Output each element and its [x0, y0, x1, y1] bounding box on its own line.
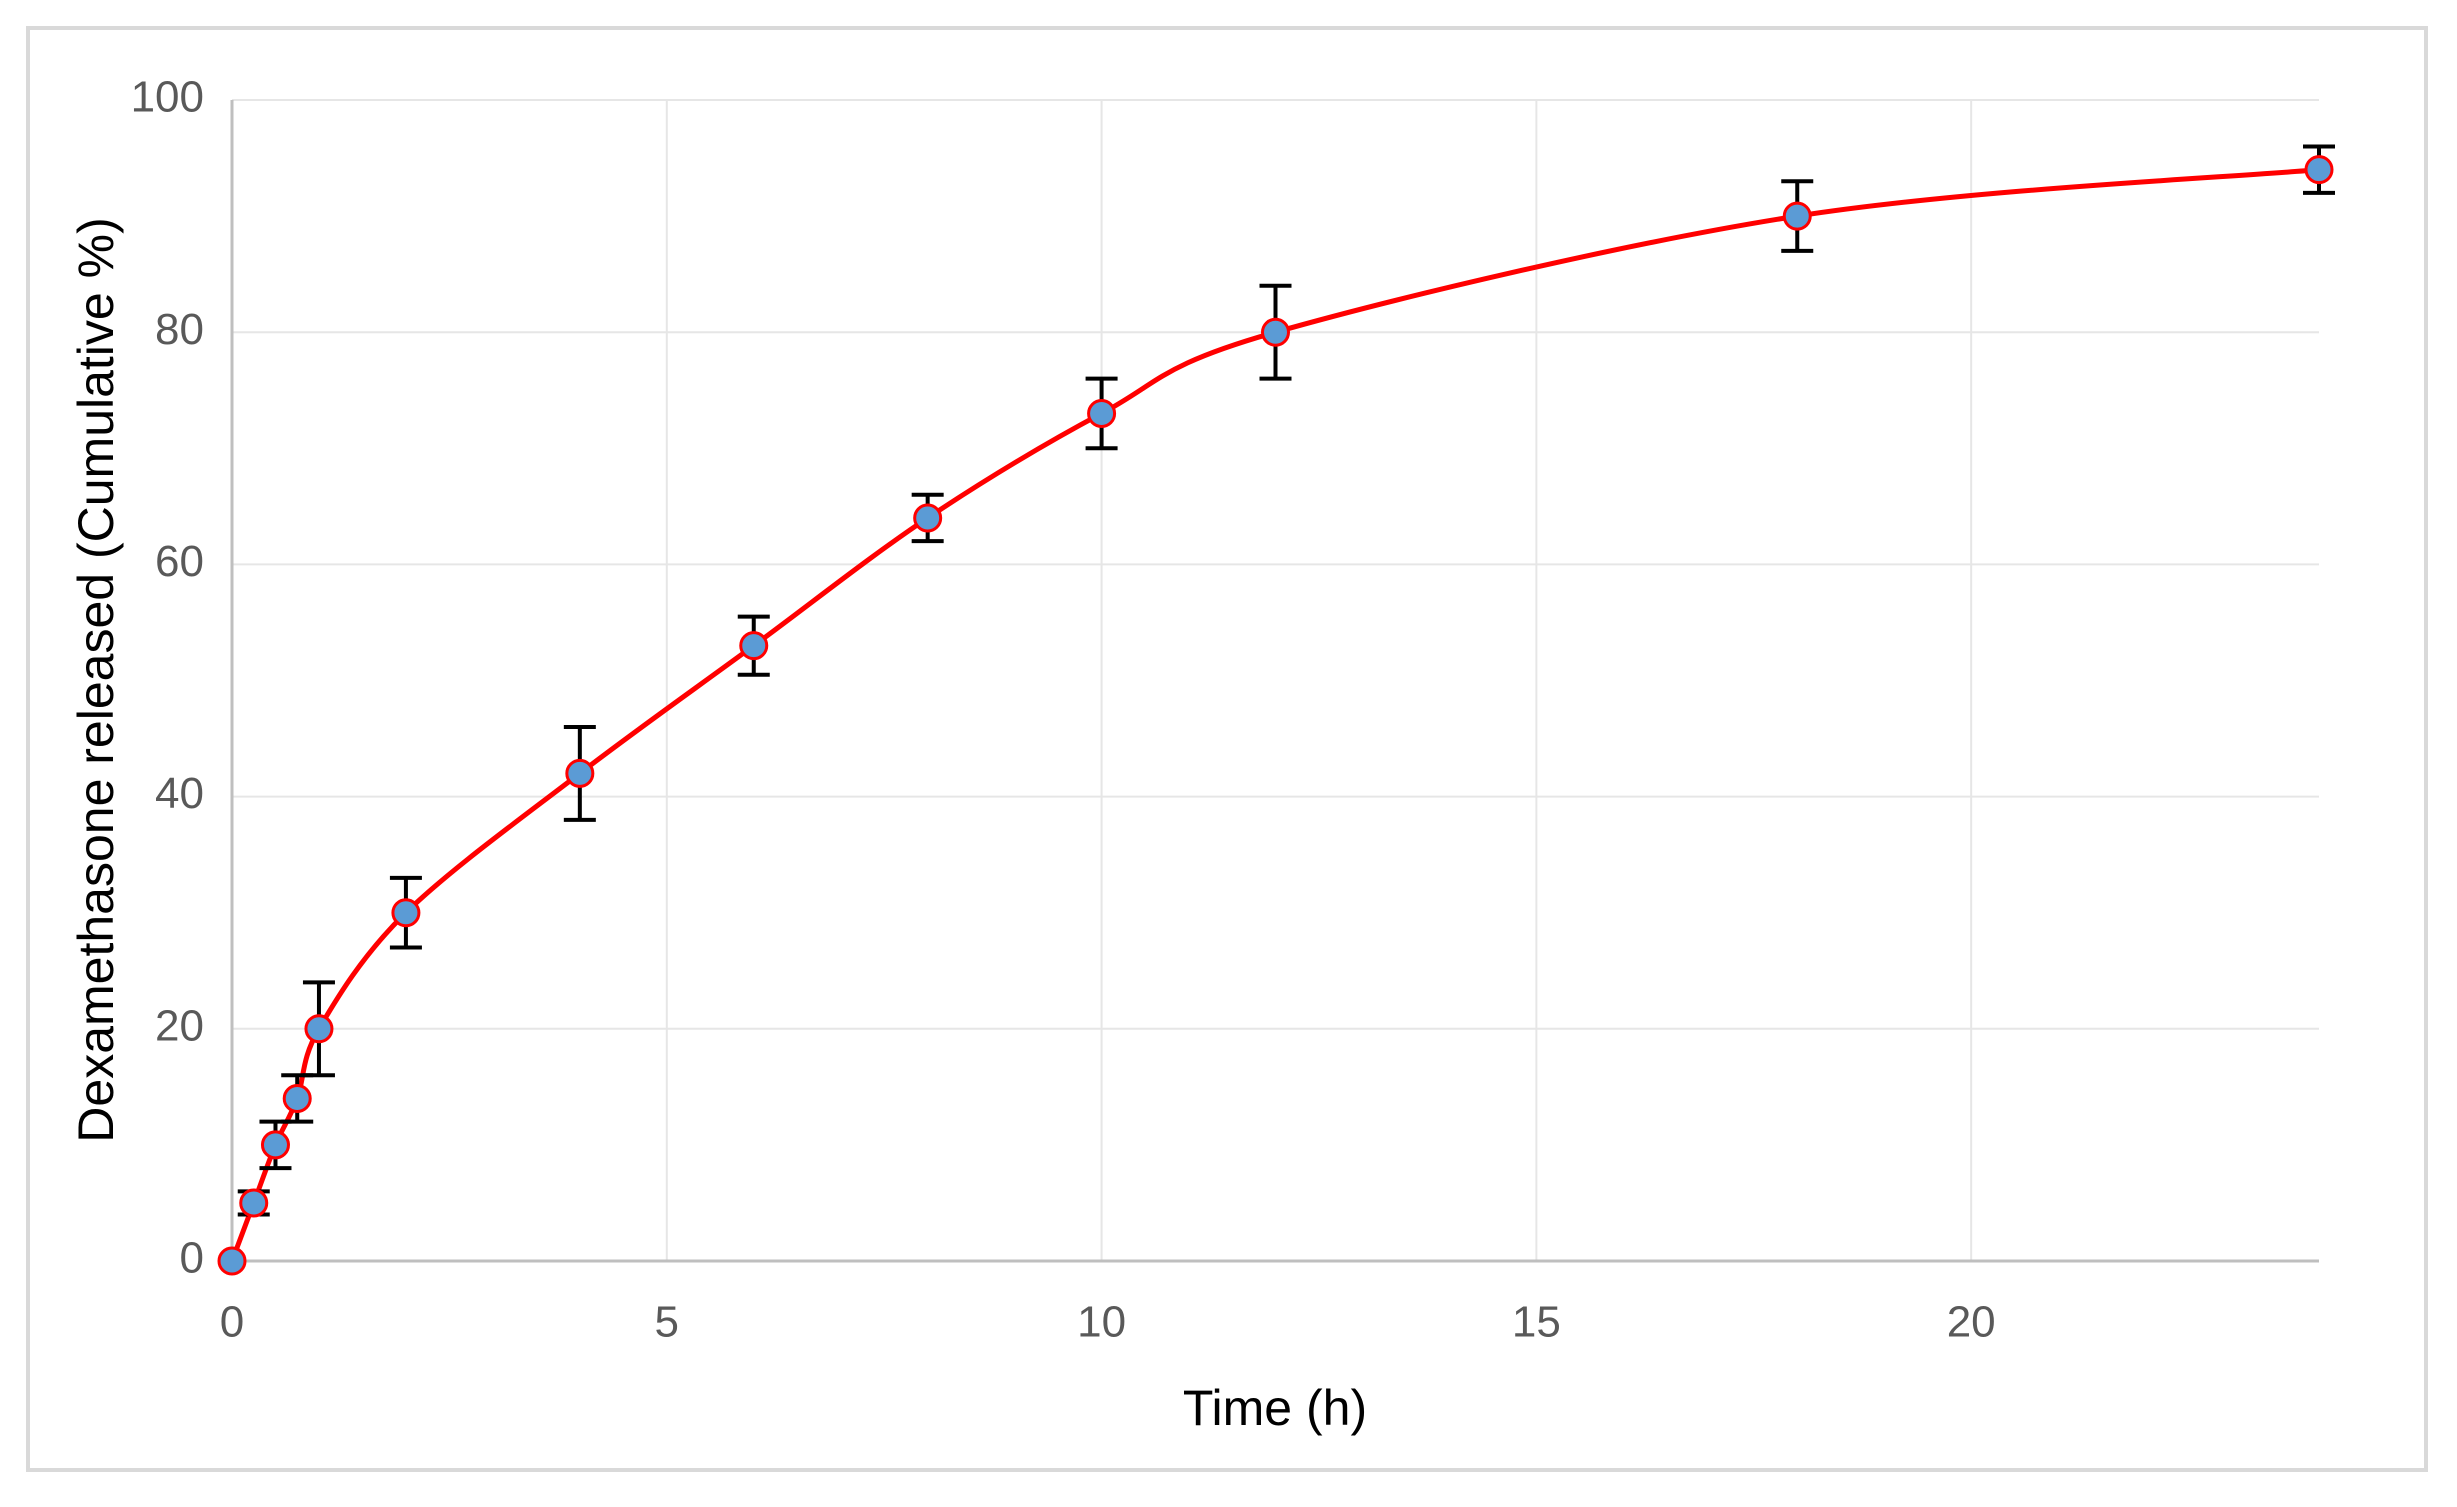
y-tick-label: 100 [131, 73, 204, 122]
data-point [913, 503, 943, 533]
data-point [1087, 398, 1117, 428]
data-point [260, 1130, 290, 1160]
x-axis-title: Time (h) [1183, 1380, 1367, 1436]
data-point [391, 898, 421, 928]
y-tick-label: 80 [155, 305, 204, 354]
data-point [282, 1083, 312, 1113]
y-tick-label: 20 [155, 1001, 204, 1050]
data-point [1261, 317, 1290, 347]
y-tick-label: 60 [155, 537, 204, 586]
chart-frame [26, 26, 2428, 1472]
x-tick-label: 10 [1077, 1298, 1126, 1347]
y-tick-label: 0 [180, 1234, 204, 1283]
x-tick-label: 15 [1512, 1298, 1561, 1347]
data-point [2304, 155, 2334, 185]
x-tick-label: 0 [220, 1298, 244, 1347]
x-tick-label: 20 [1947, 1298, 1996, 1347]
data-point [565, 758, 595, 788]
data-point [239, 1188, 269, 1218]
x-tick-label: 5 [655, 1298, 679, 1347]
y-axis-title: Dexamethasone released (Cumulative %) [68, 217, 124, 1142]
data-point [739, 631, 769, 661]
data-point [1782, 201, 1812, 231]
y-tick-label: 40 [155, 769, 204, 818]
data-point [217, 1246, 247, 1276]
data-point [304, 1014, 334, 1044]
